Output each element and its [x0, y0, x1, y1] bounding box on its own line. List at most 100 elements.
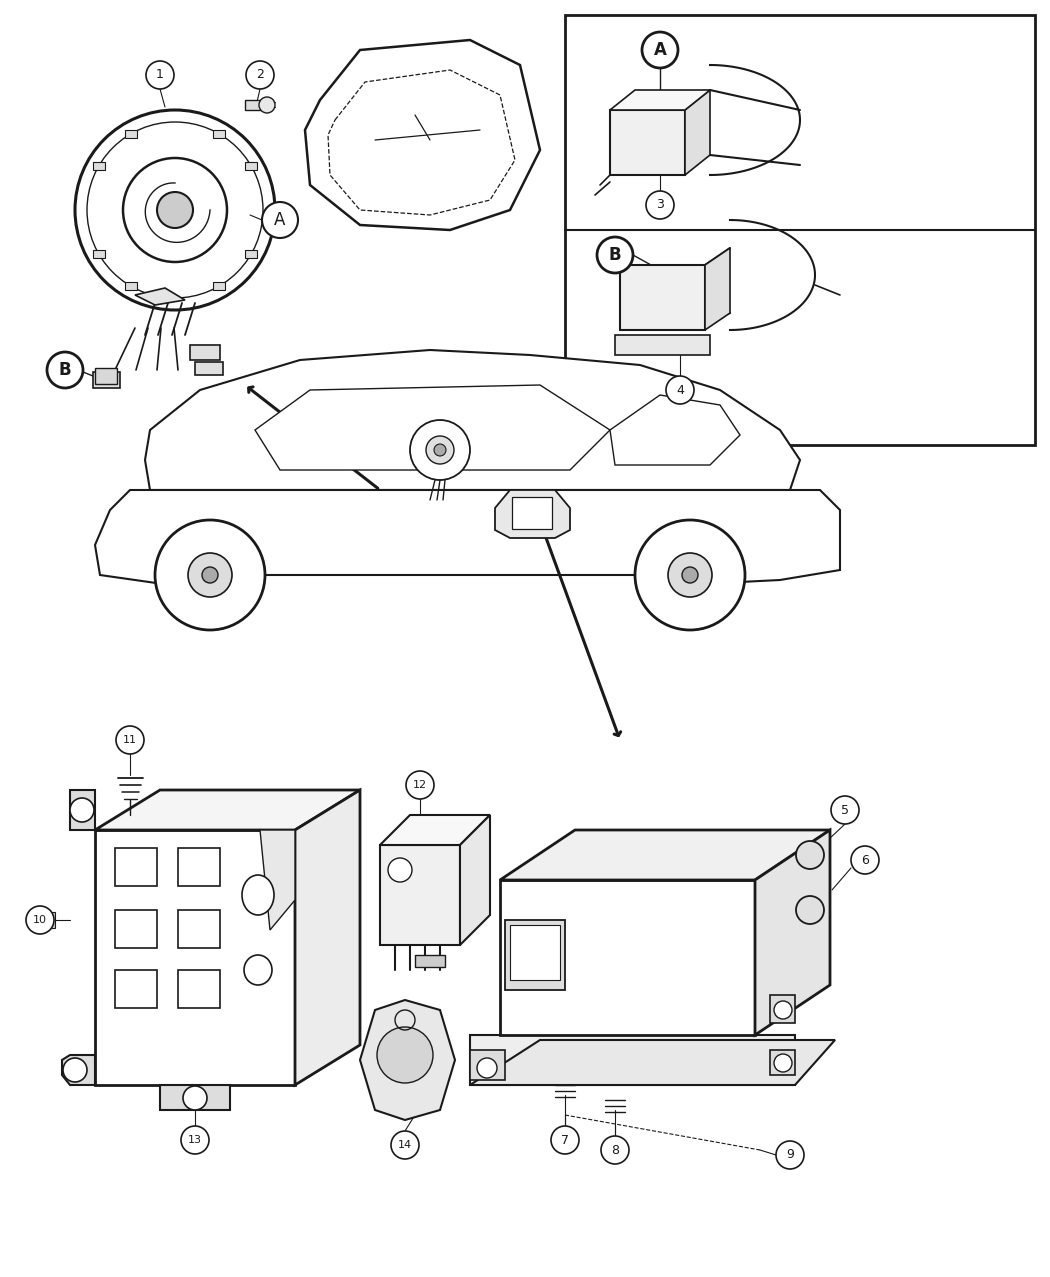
- Circle shape: [47, 352, 83, 388]
- Bar: [116, 971, 158, 1008]
- Circle shape: [642, 32, 678, 68]
- Ellipse shape: [242, 875, 274, 916]
- Circle shape: [202, 567, 218, 584]
- Polygon shape: [360, 1000, 455, 1120]
- Circle shape: [259, 97, 275, 112]
- Text: 10: 10: [33, 916, 47, 925]
- Circle shape: [796, 896, 824, 925]
- Circle shape: [70, 798, 94, 822]
- Circle shape: [155, 520, 265, 630]
- Circle shape: [377, 1027, 433, 1083]
- Polygon shape: [470, 1039, 835, 1085]
- Ellipse shape: [244, 955, 272, 985]
- Text: B: B: [609, 246, 622, 264]
- Polygon shape: [500, 880, 755, 1034]
- Text: 4: 4: [676, 383, 684, 396]
- Circle shape: [188, 553, 232, 598]
- Text: A: A: [653, 41, 667, 59]
- Circle shape: [434, 444, 446, 456]
- Polygon shape: [94, 790, 360, 830]
- Polygon shape: [495, 490, 570, 538]
- Bar: [178, 911, 220, 948]
- Bar: [116, 848, 158, 886]
- Circle shape: [246, 61, 274, 89]
- Bar: [770, 995, 795, 1023]
- Text: 14: 14: [398, 1140, 412, 1151]
- Circle shape: [668, 553, 712, 598]
- Circle shape: [410, 420, 470, 480]
- Bar: [246, 162, 257, 170]
- Polygon shape: [70, 790, 94, 830]
- Polygon shape: [295, 790, 360, 1085]
- Circle shape: [388, 858, 412, 882]
- Circle shape: [796, 842, 824, 870]
- Circle shape: [391, 1131, 419, 1160]
- Polygon shape: [460, 815, 490, 945]
- Polygon shape: [304, 40, 540, 230]
- Polygon shape: [62, 1055, 94, 1085]
- Polygon shape: [255, 384, 610, 470]
- Circle shape: [666, 375, 694, 404]
- Circle shape: [774, 1054, 792, 1071]
- Circle shape: [597, 238, 633, 273]
- Polygon shape: [610, 110, 685, 175]
- Text: 7: 7: [561, 1134, 569, 1147]
- Polygon shape: [500, 830, 830, 880]
- Circle shape: [774, 1001, 792, 1019]
- Bar: [178, 848, 220, 886]
- Bar: [415, 955, 445, 967]
- Bar: [565, 15, 1035, 444]
- Polygon shape: [260, 830, 295, 930]
- Circle shape: [406, 771, 434, 799]
- Bar: [92, 162, 105, 170]
- Polygon shape: [620, 266, 705, 329]
- Circle shape: [262, 202, 298, 238]
- Polygon shape: [94, 490, 840, 585]
- Text: 5: 5: [841, 803, 849, 816]
- Circle shape: [181, 1126, 209, 1154]
- Bar: [116, 911, 158, 948]
- Polygon shape: [755, 830, 830, 1034]
- Circle shape: [601, 1137, 629, 1165]
- Bar: [470, 1050, 505, 1080]
- Circle shape: [551, 1126, 579, 1154]
- Circle shape: [183, 1085, 207, 1110]
- Bar: [505, 919, 565, 990]
- Bar: [213, 130, 225, 138]
- Text: 8: 8: [611, 1143, 619, 1157]
- Bar: [770, 1050, 795, 1075]
- Text: B: B: [59, 361, 71, 379]
- Bar: [45, 912, 55, 928]
- Text: 12: 12: [413, 780, 427, 790]
- Polygon shape: [610, 395, 740, 465]
- Text: A: A: [274, 211, 286, 229]
- Circle shape: [646, 192, 674, 218]
- Text: 13: 13: [188, 1135, 202, 1145]
- Polygon shape: [685, 89, 710, 175]
- Bar: [125, 282, 136, 290]
- Polygon shape: [160, 1085, 230, 1110]
- Polygon shape: [328, 70, 514, 215]
- Polygon shape: [93, 372, 120, 388]
- Polygon shape: [190, 345, 220, 360]
- Bar: [245, 100, 262, 110]
- Bar: [125, 130, 136, 138]
- Circle shape: [635, 520, 746, 630]
- Polygon shape: [380, 845, 460, 945]
- Circle shape: [26, 905, 54, 933]
- Polygon shape: [94, 830, 295, 1085]
- Polygon shape: [615, 335, 710, 355]
- Polygon shape: [135, 289, 185, 305]
- Circle shape: [116, 727, 144, 753]
- Bar: [94, 368, 117, 384]
- Polygon shape: [470, 1034, 795, 1085]
- Bar: [510, 925, 560, 979]
- Circle shape: [850, 845, 879, 873]
- Bar: [512, 497, 552, 529]
- Circle shape: [146, 61, 174, 89]
- Polygon shape: [145, 350, 800, 490]
- Text: 6: 6: [861, 853, 869, 867]
- Bar: [213, 282, 225, 290]
- Bar: [92, 250, 105, 258]
- Text: 3: 3: [656, 198, 664, 212]
